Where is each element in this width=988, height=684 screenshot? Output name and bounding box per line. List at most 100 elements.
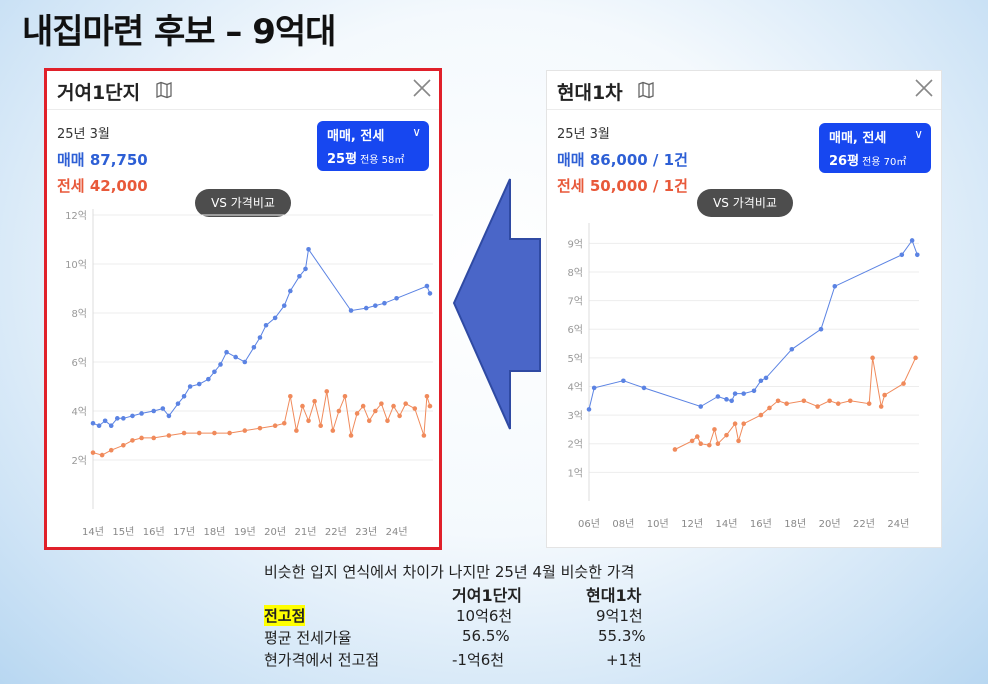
y-tick-label: 1억: [567, 467, 583, 479]
x-tick-label: 24년: [887, 518, 909, 530]
data-point: [224, 349, 229, 355]
data-point: [827, 398, 832, 404]
row-label-gap: 현가격에서 전고점: [264, 651, 380, 669]
data-point: [394, 296, 399, 301]
data-point: [108, 423, 114, 428]
data-point: [257, 425, 263, 431]
x-tick-label: 16년: [750, 518, 772, 530]
data-point: [373, 303, 378, 308]
data-point: [121, 416, 126, 421]
slide-title: 내집마련 후보 – 9억대: [22, 12, 336, 52]
data-point: [96, 423, 102, 428]
data-point: [306, 418, 311, 424]
peak-value-1: 10억6천: [456, 607, 513, 625]
x-tick-label: 19년: [234, 526, 256, 538]
data-point: [732, 391, 738, 396]
x-tick-label: 12년: [681, 518, 703, 530]
data-point: [694, 434, 700, 439]
series-line-sale: [588, 239, 918, 410]
data-point: [263, 322, 269, 328]
data-point: [758, 378, 764, 384]
data-point: [196, 381, 202, 387]
data-point: [847, 398, 853, 404]
dropdown-area: 전용 58㎡: [360, 155, 405, 166]
data-point: [312, 398, 317, 404]
data-point: [767, 405, 772, 411]
trade-type-dropdown[interactable]: 매매, 전세 ∨ 26평 전용 70㎡: [819, 123, 931, 173]
data-point: [294, 428, 299, 433]
trade-type-dropdown[interactable]: 매매, 전세 ∨ 25평 전용 58㎡: [317, 121, 429, 171]
complex-name: 거여1단지: [57, 82, 141, 104]
data-point: [288, 394, 293, 399]
data-point: [281, 420, 287, 426]
vs-compare-button[interactable]: VS 가격비교: [195, 189, 291, 217]
data-point: [206, 376, 211, 382]
data-point: [870, 355, 875, 361]
data-point: [741, 391, 746, 396]
data-point: [196, 430, 202, 436]
data-point: [139, 435, 144, 441]
data-point: [784, 401, 789, 406]
data-point: [373, 408, 378, 414]
data-point: [324, 389, 330, 394]
x-tick-label: 22년: [325, 526, 347, 538]
x-tick-label: 22년: [853, 518, 875, 530]
data-point: [181, 394, 187, 399]
data-point: [724, 432, 729, 438]
data-point: [901, 381, 906, 386]
data-point: [815, 404, 820, 409]
close-icon[interactable]: [913, 77, 935, 99]
complex-card-right: 현대1차 25년 3월 매매 86,000 / 1건 전세 50,000 / 1…: [546, 70, 942, 548]
data-point: [382, 300, 387, 306]
data-point: [736, 438, 741, 444]
data-point: [724, 397, 729, 402]
x-tick-label: 16년: [143, 526, 165, 538]
data-point: [412, 406, 418, 411]
data-point: [379, 401, 384, 406]
sale-price: 매매 86,000 / 1건: [557, 151, 688, 169]
x-tick-label: 08년: [612, 518, 634, 530]
x-tick-label: 06년: [578, 518, 600, 530]
data-point: [342, 394, 348, 399]
data-point: [360, 403, 366, 409]
data-point: [90, 450, 96, 455]
data-point: [130, 438, 135, 443]
map-icon[interactable]: [155, 81, 173, 99]
y-tick-label: 6억: [567, 324, 583, 336]
dropdown-type: 매매, 전세: [829, 131, 887, 146]
data-point: [151, 435, 157, 441]
y-tick-label: 8억: [567, 267, 583, 279]
x-tick-label: 14년: [82, 526, 104, 538]
data-point: [99, 452, 105, 458]
data-point: [151, 408, 157, 414]
data-point: [242, 428, 248, 433]
data-point: [272, 315, 278, 321]
data-point: [712, 427, 717, 432]
close-icon[interactable]: [411, 77, 433, 99]
ratio-value-2: 55.3%: [598, 627, 646, 645]
data-point: [363, 305, 369, 311]
series-line-jeonse: [92, 391, 431, 456]
chevron-down-icon: ∨: [914, 127, 923, 141]
data-point: [281, 303, 287, 308]
data-point: [586, 407, 592, 412]
map-icon[interactable]: [637, 81, 655, 99]
y-tick-label: 8억: [71, 308, 87, 320]
comparison-note: 비슷한 입지 연식에서 차이가 나지만 25년 4월 비슷한 가격: [264, 563, 635, 581]
series-line-jeonse: [674, 357, 917, 450]
sale-price: 매매 87,750: [57, 151, 148, 169]
data-point: [882, 392, 887, 398]
x-tick-label: 21년: [295, 526, 317, 538]
data-point: [114, 416, 120, 421]
data-point: [212, 369, 217, 375]
data-point: [121, 443, 126, 448]
vs-compare-button[interactable]: VS 가격비교: [697, 189, 793, 217]
data-point: [909, 238, 915, 243]
data-point: [715, 441, 721, 447]
y-tick-label: 3억: [567, 410, 583, 422]
data-point: [303, 266, 308, 272]
y-tick-label: 12억: [65, 210, 87, 222]
card-header: 현대1차: [547, 71, 941, 110]
data-point: [818, 326, 824, 332]
y-tick-label: 4억: [71, 406, 87, 418]
